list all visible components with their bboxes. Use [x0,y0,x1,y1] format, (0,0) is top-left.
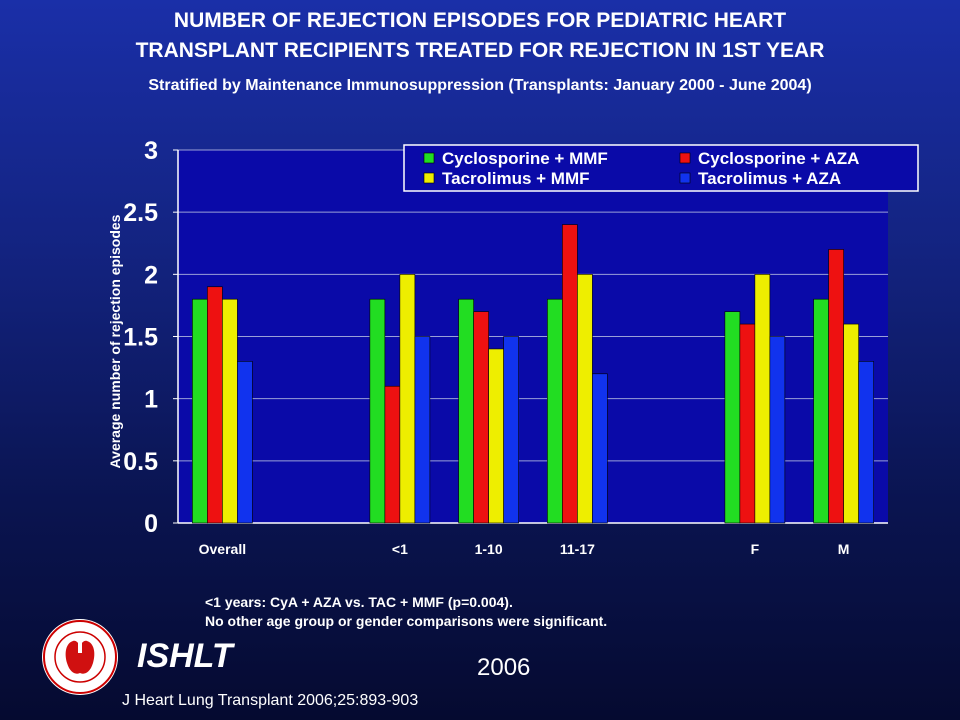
bar [473,311,489,524]
bar [769,336,786,524]
bar [592,373,608,524]
bar [828,249,844,524]
bar [237,361,253,524]
legend-label: Cyclosporine + MMF [442,149,608,168]
y-tick-label: 0 [144,510,158,538]
legend-swatch [679,152,691,164]
citation: J Heart Lung Transplant 2006;25:893-903 [122,692,419,709]
bar [192,298,208,524]
bar [503,336,519,524]
y-axis-label: Average number of rejection episodes [107,214,123,468]
y-tick-label: 2 [144,261,158,289]
bar [488,348,504,524]
chart-title: NUMBER OF REJECTION EPISODES FOR PEDIATR… [0,6,960,66]
note-nonsignificant: No other age group or gender comparisons… [205,613,608,629]
ishlt-brand: ISHLT [137,637,233,675]
bar [843,323,859,524]
x-tick-label: 11-17 [560,541,595,557]
bar [458,298,474,524]
title-line-1: NUMBER OF REJECTION EPISODES FOR PEDIATR… [173,9,787,32]
bar [739,323,756,524]
legend-swatch [423,172,435,184]
legend-label: Tacrolimus + MMF [442,169,590,188]
bar [547,298,563,524]
bar [858,361,874,524]
y-tick-label: 1 [144,386,158,414]
bar-chart: 0 0.5 1 1.5 2 2.5 3 Average number of rejection… [107,137,919,557]
chart-subtitle: Stratified by Maintenance Immunosuppress… [148,77,812,94]
bar [207,286,223,524]
ishlt-society-seal-icon [42,619,118,695]
bar [577,274,593,524]
legend-label: Cyclosporine + AZA [698,149,859,168]
year-label: 2006 [477,654,531,681]
bar [369,298,386,524]
y-tick-label: 2.5 [123,199,158,227]
bar [754,274,771,524]
y-tick-label: 1.5 [123,324,158,352]
bar [384,385,401,524]
y-tick-label: 3 [144,137,158,165]
bar [414,336,431,524]
bar [813,298,829,524]
x-tick-label: F [751,541,760,557]
bar [222,298,238,524]
bar [562,224,578,524]
legend-swatch [423,152,435,164]
title-line-2: TRANSPLANT RECIPIENTS TREATED FOR REJECT… [135,39,825,62]
legend-box [403,144,919,192]
bar [724,311,741,524]
x-tick-label: M [838,541,850,557]
y-tick-label: 0.5 [123,448,158,476]
bar [399,274,416,524]
x-tick-label: <1 [392,541,408,557]
note-significance: <1 years: CyA + AZA vs. TAC + MMF (p=0.0… [205,594,513,610]
x-tick-label: Overall [199,541,246,557]
legend-swatch [679,172,691,184]
x-tick-label: 1-10 [475,541,503,557]
legend-label: Tacrolimus + AZA [698,169,841,188]
